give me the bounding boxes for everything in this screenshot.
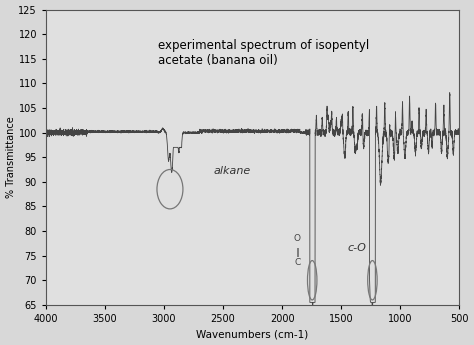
Text: O: O [294, 234, 301, 243]
Text: c-O: c-O [347, 243, 366, 253]
Text: C: C [294, 258, 301, 267]
Text: ‖: ‖ [295, 248, 300, 257]
Text: experimental spectrum of isopentyl
acetate (banana oil): experimental spectrum of isopentyl aceta… [157, 39, 369, 67]
X-axis label: Wavenumbers (cm-1): Wavenumbers (cm-1) [196, 329, 309, 339]
Text: alkane: alkane [214, 166, 251, 176]
Y-axis label: % Transmittance: % Transmittance [6, 116, 16, 198]
